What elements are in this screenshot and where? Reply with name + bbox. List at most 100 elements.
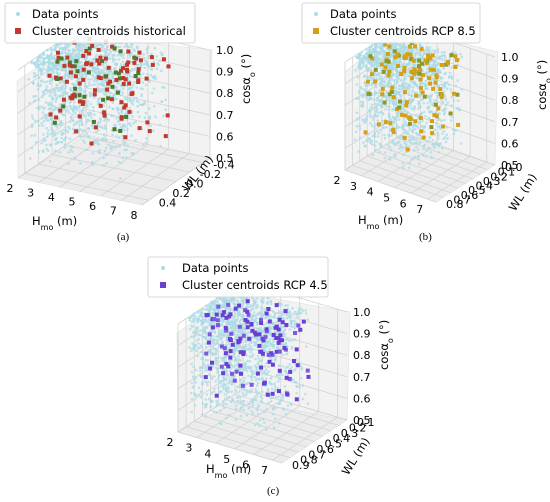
data-point (375, 45, 378, 48)
y-grid-line (38, 55, 163, 192)
data-point (64, 45, 68, 49)
data-point (410, 157, 414, 161)
data-point (404, 45, 408, 49)
data-point (393, 152, 397, 156)
data-point (422, 144, 425, 148)
cluster-centroid (96, 48, 101, 52)
data-point (218, 329, 221, 332)
data-point (42, 137, 46, 140)
data-point (300, 366, 303, 369)
cluster-centroid (149, 55, 154, 60)
data-point (383, 75, 387, 79)
cluster-centroid (96, 75, 101, 80)
data-point (209, 348, 212, 352)
cluster-centroid (278, 333, 283, 338)
data-point (401, 162, 405, 165)
data-point (35, 73, 39, 77)
data-point (389, 78, 392, 82)
data-point (393, 143, 396, 146)
data-point (222, 356, 226, 359)
data-point (45, 101, 48, 104)
data-point (38, 67, 42, 71)
data-point (240, 400, 243, 404)
data-point (243, 376, 247, 380)
data-point (234, 404, 238, 407)
data-point (394, 91, 398, 95)
data-point (150, 68, 154, 71)
data-point (137, 55, 141, 59)
cluster-centroid (84, 62, 89, 66)
data-point (271, 310, 275, 313)
data-point (365, 115, 369, 118)
data-point (257, 360, 261, 363)
data-point (427, 117, 431, 120)
data-point (396, 75, 400, 78)
data-point (105, 162, 108, 165)
data-point (113, 123, 116, 127)
data-point (366, 95, 369, 98)
data-point (361, 65, 365, 68)
data-point (39, 80, 43, 83)
cluster-centroid (264, 311, 269, 316)
data-point (436, 50, 440, 54)
cluster-centroid (103, 56, 108, 61)
data-point (128, 75, 132, 78)
data-point (48, 94, 51, 97)
data-point (383, 136, 387, 140)
data-point (282, 334, 286, 338)
data-point (298, 385, 302, 388)
data-point (138, 75, 141, 78)
data-point (235, 346, 239, 350)
data-point (274, 388, 278, 391)
cluster-centroid (132, 60, 137, 65)
cluster-centroid (406, 52, 411, 57)
data-point (56, 141, 60, 145)
data-point (402, 46, 405, 49)
cluster-centroid (412, 67, 417, 72)
data-point (42, 58, 46, 61)
data-point (391, 115, 395, 119)
data-point (356, 97, 360, 101)
data-point (132, 96, 136, 100)
z-tick-label: 0.6 (501, 137, 519, 150)
data-point (85, 132, 89, 135)
data-point (64, 69, 68, 73)
cluster-centroid (87, 51, 92, 56)
data-point (27, 78, 31, 81)
data-point (206, 383, 209, 387)
data-point (58, 72, 61, 76)
cluster-centroid (116, 71, 121, 76)
data-point (240, 405, 243, 409)
data-point (272, 412, 275, 416)
data-point (440, 54, 444, 58)
cluster-centroid (123, 135, 128, 140)
cluster-centroid (379, 62, 384, 67)
data-point (256, 312, 260, 315)
data-point (369, 97, 372, 101)
data-point (38, 53, 42, 57)
data-point (136, 110, 140, 114)
data-point (212, 312, 215, 316)
data-point (413, 155, 417, 159)
data-point (249, 344, 252, 348)
data-point (383, 133, 386, 137)
data-point (434, 91, 437, 94)
cluster-centroid (283, 309, 288, 314)
data-point (269, 396, 273, 400)
data-point (369, 45, 372, 48)
data-point (248, 355, 252, 358)
y-tick-label: 0.4 (159, 196, 177, 209)
data-point (99, 125, 103, 128)
cluster-centroid (452, 91, 457, 96)
cluster-centroid (58, 108, 63, 113)
data-point (104, 127, 107, 130)
data-point (378, 150, 382, 154)
data-point (143, 116, 147, 119)
data-point (448, 75, 451, 78)
data-point (42, 139, 45, 143)
data-point (200, 350, 203, 354)
data-point (103, 149, 107, 153)
data-point (114, 50, 117, 53)
data-point (91, 83, 94, 87)
data-point (281, 365, 285, 368)
